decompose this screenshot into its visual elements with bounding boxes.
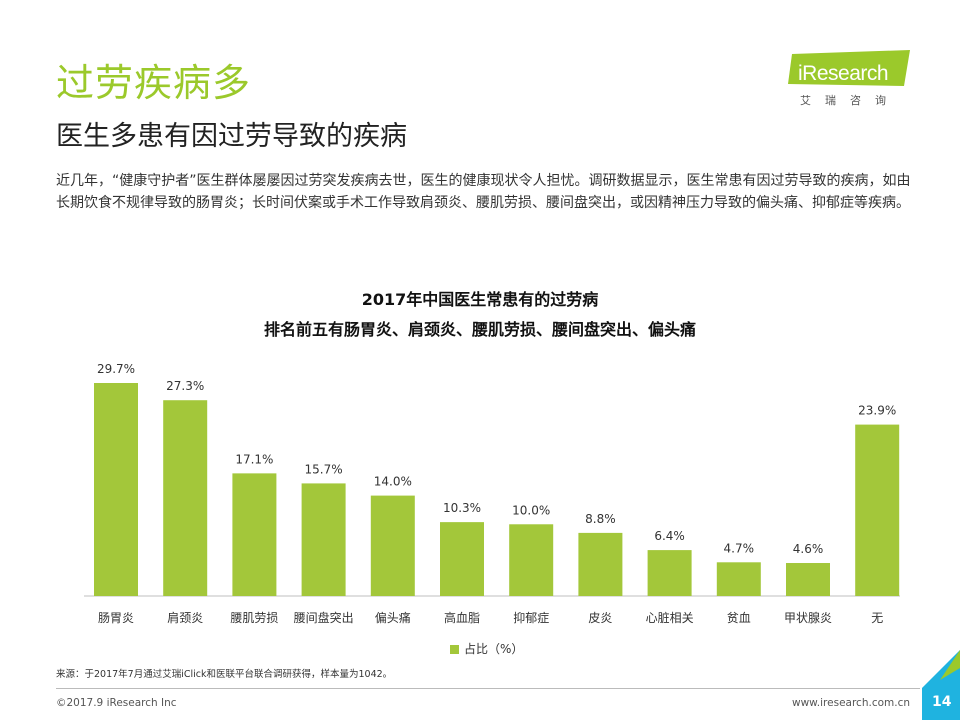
chart-title: 2017年中国医生常患有的过劳病: [361, 290, 599, 309]
logo-text: iResearch: [798, 62, 889, 85]
bar: [163, 400, 208, 596]
bar: [94, 383, 138, 596]
bar: [716, 562, 761, 596]
chart-subtitle: 排名前五有肠胃炎、肩颈炎、腰肌劳损、腰间盘突出、偏头痛: [263, 320, 696, 339]
bar: [647, 550, 692, 596]
page-number: 14: [932, 694, 952, 710]
data-label: 4.6%: [793, 542, 824, 556]
logo-banner-shape: [788, 50, 910, 86]
data-label: 23.9%: [858, 404, 896, 418]
intro-paragraph: 近几年，“健康守护者”医生群体屡屡因过劳突发疾病去世，医生的健康现状令人担忧。调…: [56, 173, 911, 211]
bar: [370, 495, 415, 596]
data-label: 4.7%: [724, 541, 755, 555]
data-label: 8.8%: [585, 512, 616, 526]
x-tick-label: 贫血: [727, 610, 751, 625]
data-label: 15.7%: [305, 462, 343, 476]
legend-label: 占比（%）: [464, 642, 524, 656]
copyright: ©2017.9 iResearch Inc: [56, 697, 177, 709]
source-note: 来源：于2017年7月通过艾瑞iClick和医联平台联合调研获得，样本量为104…: [56, 669, 393, 680]
bar: [301, 483, 346, 596]
logo-cn-text: 艾瑞咨询: [800, 94, 900, 107]
website-link[interactable]: www.iresearch.com.cn: [792, 697, 911, 709]
corner-decoration: [922, 650, 960, 720]
page-title: 过劳疾病多: [56, 61, 252, 105]
x-tick-label: 抑郁症: [513, 610, 549, 625]
page-subtitle: 医生多患有因过劳导致的疾病: [56, 121, 407, 152]
data-label: 29.7%: [97, 362, 135, 376]
bar: [786, 563, 830, 596]
bar: [578, 532, 623, 596]
x-tick-label: 心脏相关: [646, 610, 694, 625]
x-tick-label: 甲状腺炎: [784, 611, 832, 625]
x-tick-label: 腰间盘突出: [294, 610, 354, 625]
data-label: 10.3%: [443, 501, 481, 515]
data-label: 6.4%: [654, 529, 685, 543]
x-tick-label: 无: [871, 611, 883, 625]
bar: [855, 424, 900, 596]
bar: [232, 473, 277, 596]
bar: [509, 524, 554, 596]
data-label: 10.0%: [512, 503, 550, 517]
chart-legend: 占比（%）: [450, 640, 523, 657]
x-tick-label: 肩颈炎: [167, 610, 203, 625]
x-tick-label: 高血脂: [444, 610, 480, 625]
iresearch-logo: iResearch 艾瑞咨询: [788, 48, 918, 112]
data-label: 14.0%: [374, 475, 412, 489]
data-label: 17.1%: [235, 452, 273, 466]
legend-swatch: [450, 645, 459, 654]
x-tick-label: 偏头痛: [375, 610, 411, 625]
bar: [440, 522, 484, 596]
footer-divider: [56, 688, 920, 689]
x-tick-label: 肠胃炎: [98, 611, 134, 625]
x-tick-label: 皮炎: [588, 611, 612, 625]
x-tick-label: 腰肌劳损: [230, 611, 278, 625]
data-label: 27.3%: [166, 379, 204, 393]
